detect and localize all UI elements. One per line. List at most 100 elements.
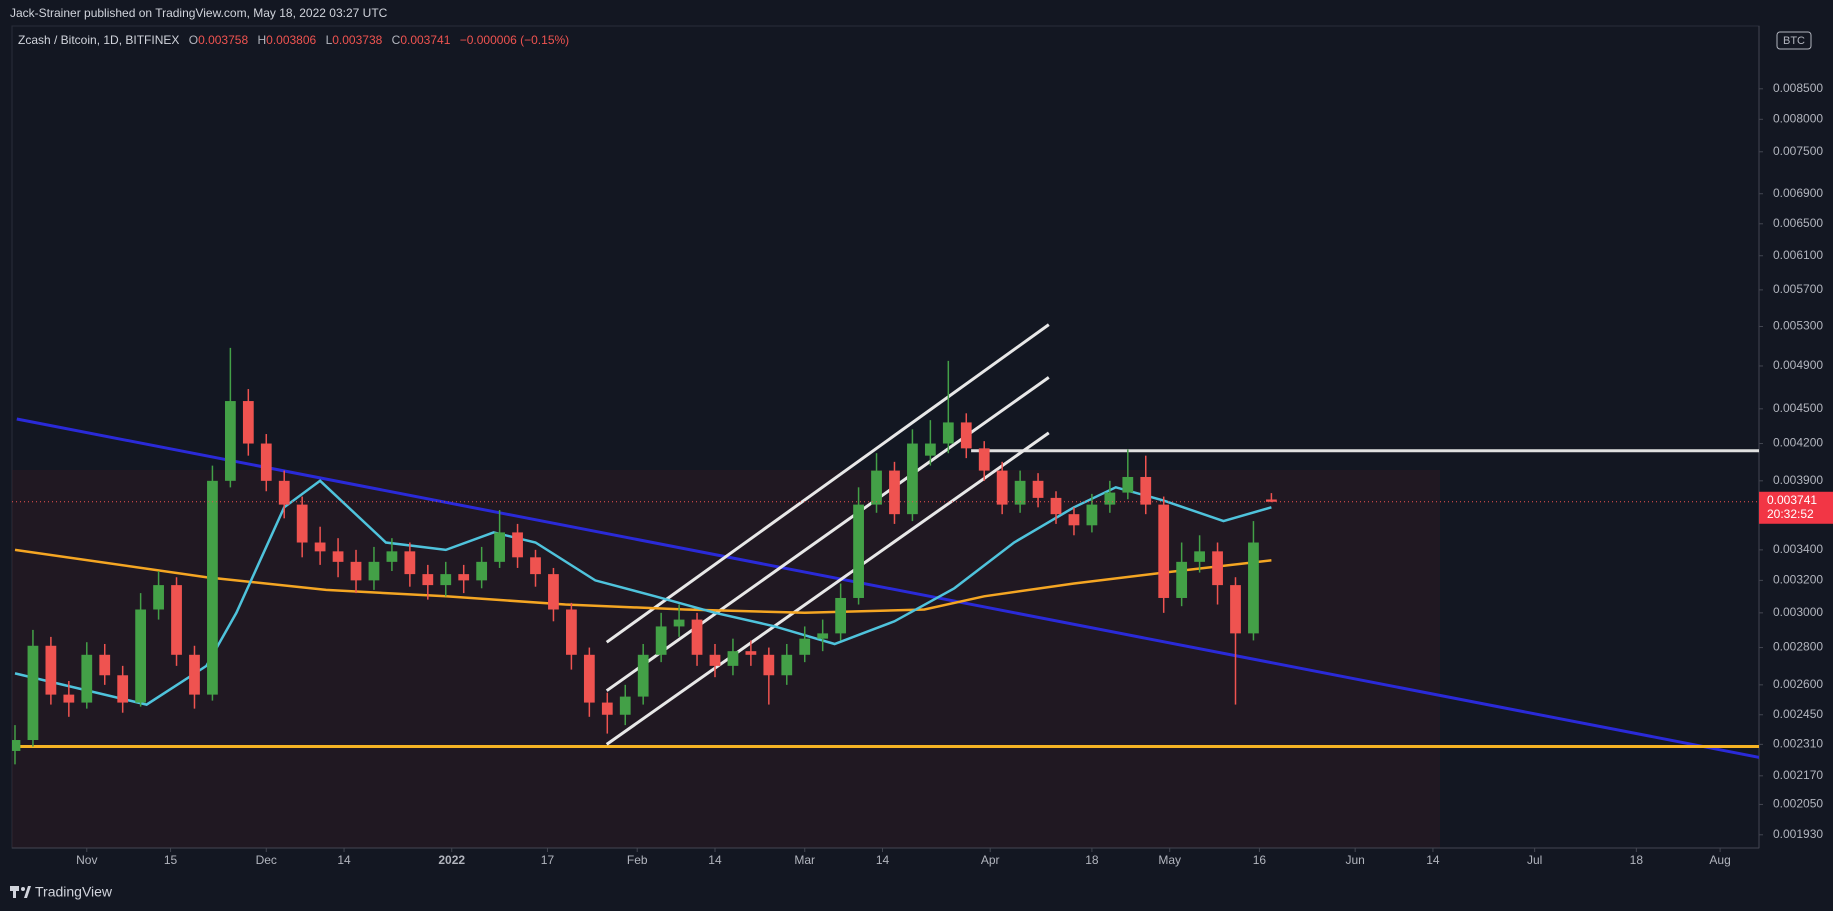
legend-change: −0.000006 (−0.15%) [460, 33, 569, 47]
candle-body [889, 470, 900, 515]
countdown: 20:32:52 [1767, 507, 1814, 521]
candle-body [135, 609, 147, 703]
candle-body [404, 551, 416, 575]
candle-body [960, 422, 972, 449]
candle-body [835, 597, 847, 634]
y-tick-label: 0.003000 [1773, 605, 1823, 619]
candle-body [709, 654, 721, 666]
drawing-line [605, 431, 1050, 746]
candle-body [763, 654, 775, 676]
x-tick-label: Jun [1345, 853, 1364, 867]
x-tick-label: Dec [256, 853, 277, 867]
candle-body [1230, 585, 1241, 634]
x-tick-label: Feb [627, 853, 648, 867]
candle-body [1086, 504, 1098, 526]
candle-body [566, 609, 577, 655]
brand-logo [10, 886, 31, 898]
candle-body [332, 551, 344, 562]
candle-body [655, 626, 667, 655]
y-tick-label: 0.006100 [1773, 248, 1823, 262]
x-tick-label: Nov [76, 853, 97, 867]
y-tick-label: 0.006500 [1773, 216, 1823, 230]
y-tick-label: 0.002170 [1773, 768, 1823, 782]
x-tick-label: Apr [981, 853, 1000, 867]
candle-body [458, 574, 470, 581]
x-tick-label: 18 [1085, 853, 1099, 867]
candle-body [476, 561, 488, 581]
candle-body [1212, 551, 1223, 586]
candle-body [996, 470, 1008, 505]
plot-area [11, 25, 1760, 849]
x-tick-label: 2022 [438, 853, 465, 867]
candle-body [296, 504, 308, 543]
legend-letter: L [326, 33, 333, 47]
moving-average [14, 548, 1272, 615]
y-tick-label: 0.004500 [1773, 401, 1823, 415]
legend-high: 0.003806 [266, 33, 316, 47]
plot-layer [12, 323, 1759, 765]
drawing-line [16, 417, 1759, 759]
drawing-line [605, 376, 1050, 692]
chart-title: Zcash / Bitcoin, 1D, BITFINEX [18, 33, 179, 47]
candle-body [907, 443, 918, 515]
candle-body [1122, 476, 1134, 493]
candle-body [1194, 551, 1205, 562]
candle-body [314, 542, 326, 552]
candle-body [224, 401, 236, 481]
candle-body [1140, 476, 1152, 505]
candle-body [727, 651, 739, 666]
currency-box [1776, 31, 1812, 50]
candle-body [619, 696, 631, 715]
y-tick-label: 0.004200 [1773, 436, 1823, 450]
candle-body [1014, 480, 1026, 505]
y-tick-label: 0.006900 [1773, 186, 1823, 200]
legend-letter: C [392, 33, 401, 47]
publisher: Jack-Strainer published on TradingView.c… [10, 6, 388, 20]
y-tick-label: 0.007500 [1773, 144, 1823, 158]
candle-body [871, 470, 882, 505]
candle-body [1068, 514, 1080, 526]
candle-body [781, 654, 793, 676]
brand: TradingView [35, 884, 113, 900]
candle-body [207, 480, 218, 695]
candle-body [494, 532, 505, 562]
candle-body [512, 532, 523, 558]
candle-body [745, 651, 757, 655]
candle-body [386, 551, 398, 562]
candle-body [350, 561, 362, 581]
candle-body [99, 654, 111, 676]
candle-body [530, 557, 541, 575]
candle-body [924, 443, 936, 456]
candle-body [27, 645, 39, 741]
candle-body [260, 443, 272, 481]
candle-body [637, 654, 649, 697]
legend-close: 0.003741 [400, 33, 450, 47]
last-price-label: 0.003741 [1767, 493, 1817, 507]
candle-body [1158, 504, 1170, 598]
x-tick-label: May [1158, 853, 1181, 867]
candle-body [853, 504, 864, 598]
x-tick-label: 15 [164, 853, 178, 867]
y-tick-label: 0.003900 [1773, 473, 1823, 487]
candle-body [1176, 561, 1188, 598]
candle-body [171, 585, 182, 655]
currency: BTC [1783, 35, 1805, 47]
y-tick-label: 0.003400 [1773, 542, 1823, 556]
candle-body [1266, 499, 1277, 502]
candle-body [117, 675, 129, 703]
x-tick-label: 14 [708, 853, 722, 867]
candle-body [1248, 542, 1259, 634]
x-tick-label: 14 [876, 853, 890, 867]
y-tick-label: 0.005300 [1773, 319, 1823, 333]
legend-letter: O [189, 33, 198, 47]
candle-body [189, 654, 200, 695]
candle-body [81, 654, 93, 703]
candle-body [583, 654, 595, 703]
x-tick-label: 14 [1426, 853, 1440, 867]
candle-body [548, 574, 559, 610]
y-tick-label: 0.002050 [1773, 797, 1823, 811]
y-tick-label: 0.002310 [1773, 737, 1823, 751]
candle-body [153, 585, 164, 610]
x-tick-label: Aug [1709, 853, 1730, 867]
